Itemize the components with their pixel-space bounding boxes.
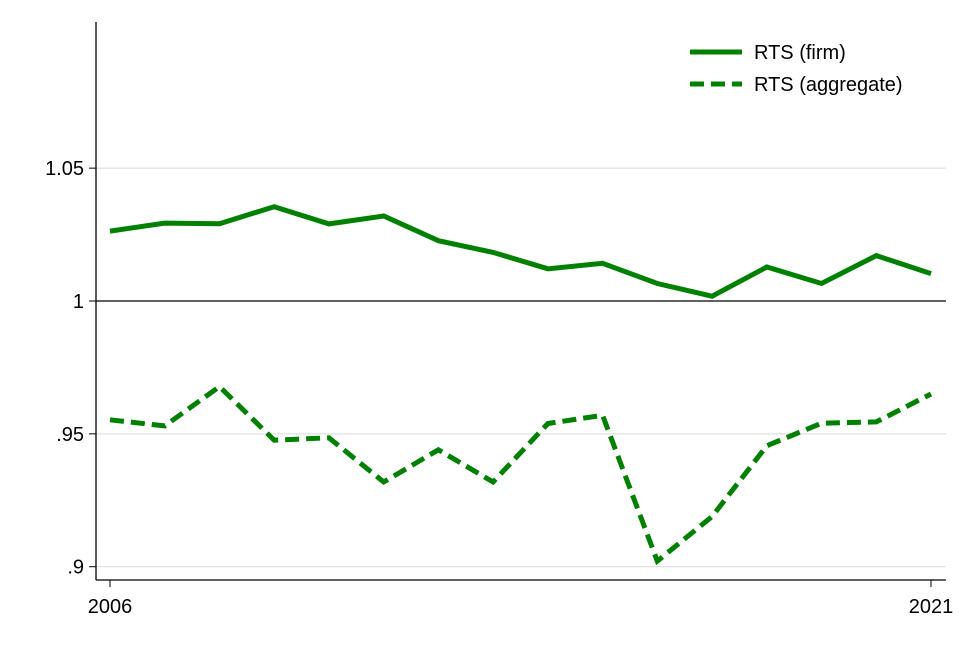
gridlines: [96, 167, 946, 568]
y-tick-label: .95: [56, 424, 84, 446]
legend-label-aggregate: RTS (aggregate): [754, 74, 903, 96]
x-tick-label: 2006: [88, 596, 133, 618]
y-tick-label: 1.05: [45, 158, 84, 180]
y-tick-label: 1: [73, 291, 84, 313]
series-line-aggregate: [109, 383, 933, 566]
series-line-firm: [109, 204, 932, 299]
x-tick-label: 2021: [909, 596, 954, 618]
legend: RTS (firm) RTS (aggregate): [690, 42, 903, 96]
y-tick-label: .9: [67, 557, 84, 579]
series-lines: [109, 204, 933, 566]
legend-label-firm: RTS (firm): [754, 42, 846, 64]
axes: .9 .95 1 1.05 2006 2021: [45, 22, 953, 618]
